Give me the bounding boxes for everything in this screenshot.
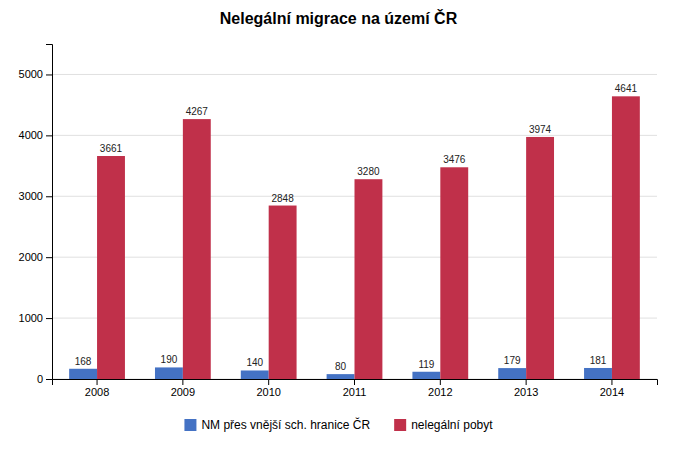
data-label: 179 — [504, 355, 521, 366]
bar — [412, 372, 440, 379]
tick-label: 2010 — [256, 386, 280, 398]
data-label: 181 — [590, 355, 607, 366]
tick-mark — [46, 196, 52, 197]
title: Nelegální migrace na území ČR — [220, 9, 458, 27]
legend: NM přes vnější sch. hranice ČR nelegální … — [184, 417, 493, 432]
bar — [183, 119, 211, 379]
bar — [269, 206, 297, 379]
plot: 0 1000 2000 3000 4000 5000 2008 2009 2010 2011 201… — [19, 45, 658, 398]
tick-label: 2011 — [343, 386, 367, 398]
tick: 1000 — [19, 312, 52, 324]
legend-item: nelegální pobyt — [394, 418, 493, 432]
tick: 2014 — [600, 379, 624, 398]
axis-line — [53, 380, 658, 386]
tick-label: 1000 — [19, 312, 43, 324]
tick: 2013 — [514, 379, 538, 398]
bar — [327, 374, 355, 379]
tick-mark — [46, 74, 52, 75]
tick: 3000 — [19, 190, 52, 202]
legend-swatch — [184, 419, 196, 431]
legend-item: NM přes vnější sch. hranice ČR — [184, 417, 370, 432]
tick-mark — [182, 379, 183, 385]
tick: 2008 — [85, 379, 109, 398]
data-label: 2848 — [272, 193, 295, 204]
tick-mark — [46, 379, 52, 380]
tick-label: 2008 — [85, 386, 109, 398]
tick: 2011 — [343, 379, 367, 398]
tick: 2012 — [428, 379, 452, 398]
data-label: 190 — [161, 354, 178, 365]
tick-label: 2012 — [428, 386, 452, 398]
x-axis: 2008 2009 2010 2011 2012 2013 2014 — [53, 379, 658, 398]
y-axis: 0 1000 2000 3000 4000 5000 — [19, 45, 53, 386]
data-label: 3476 — [443, 154, 466, 165]
grid — [52, 74, 657, 379]
data-label: 3661 — [100, 143, 123, 154]
bar — [355, 179, 383, 379]
bar — [498, 368, 526, 379]
tick-label: 0 — [37, 373, 43, 385]
data-label: 3974 — [529, 124, 552, 135]
tick: 2010 — [256, 379, 280, 398]
tick-mark — [46, 257, 52, 258]
tick-label: 4000 — [19, 129, 43, 141]
tick-mark — [611, 379, 612, 385]
data-label: 4267 — [186, 106, 209, 117]
tick-label: 2000 — [19, 251, 43, 263]
bar — [526, 137, 554, 379]
data-label: 4641 — [615, 83, 638, 94]
bar — [584, 368, 612, 379]
tick-label: 2014 — [600, 386, 624, 398]
legend-label: NM přes vnější sch. hranice ČR — [201, 417, 370, 432]
tick: 2009 — [171, 379, 195, 398]
tick-mark — [46, 318, 52, 319]
data-label: 3280 — [357, 166, 380, 177]
tick-mark — [46, 135, 52, 136]
bar — [69, 369, 97, 379]
tick-label: 2009 — [171, 386, 195, 398]
tick-label: 5000 — [19, 68, 43, 80]
tick-label: 2013 — [514, 386, 538, 398]
tick-mark — [526, 379, 527, 385]
tick-mark — [440, 379, 441, 385]
tick-label: 3000 — [19, 190, 43, 202]
tick: 4000 — [19, 129, 52, 141]
data-label: 119 — [418, 359, 434, 370]
grid-line — [52, 74, 657, 75]
grid-line — [52, 135, 657, 136]
bars — [69, 96, 640, 379]
tick: 0 — [37, 373, 52, 385]
legend-swatch — [394, 419, 406, 431]
data-label: 140 — [246, 357, 263, 368]
tick: 5000 — [19, 68, 52, 80]
legend-label: nelegální pobyt — [411, 418, 493, 432]
bar — [440, 167, 468, 379]
tick-mark — [97, 379, 98, 385]
data-label: 80 — [335, 361, 347, 372]
tick-mark — [354, 379, 355, 385]
tick-mark — [268, 379, 269, 385]
bar — [155, 367, 183, 379]
bar — [241, 370, 269, 379]
bar — [97, 156, 125, 379]
chart: Nelegální migrace na území ČR 0 1000 2000 30… — [0, 0, 677, 451]
bar — [612, 96, 640, 379]
data-label: 168 — [75, 356, 92, 367]
axis-line — [46, 45, 53, 380]
tick: 2000 — [19, 251, 52, 263]
data-labels: 168 190 140 80 119 179 181 3661 4267 2848 3280 3476… — [75, 83, 638, 372]
